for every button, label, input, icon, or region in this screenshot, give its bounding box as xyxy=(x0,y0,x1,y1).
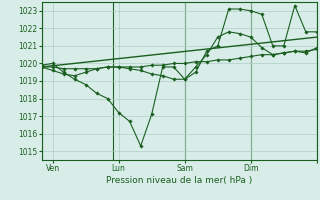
X-axis label: Pression niveau de la mer( hPa ): Pression niveau de la mer( hPa ) xyxy=(106,176,252,185)
